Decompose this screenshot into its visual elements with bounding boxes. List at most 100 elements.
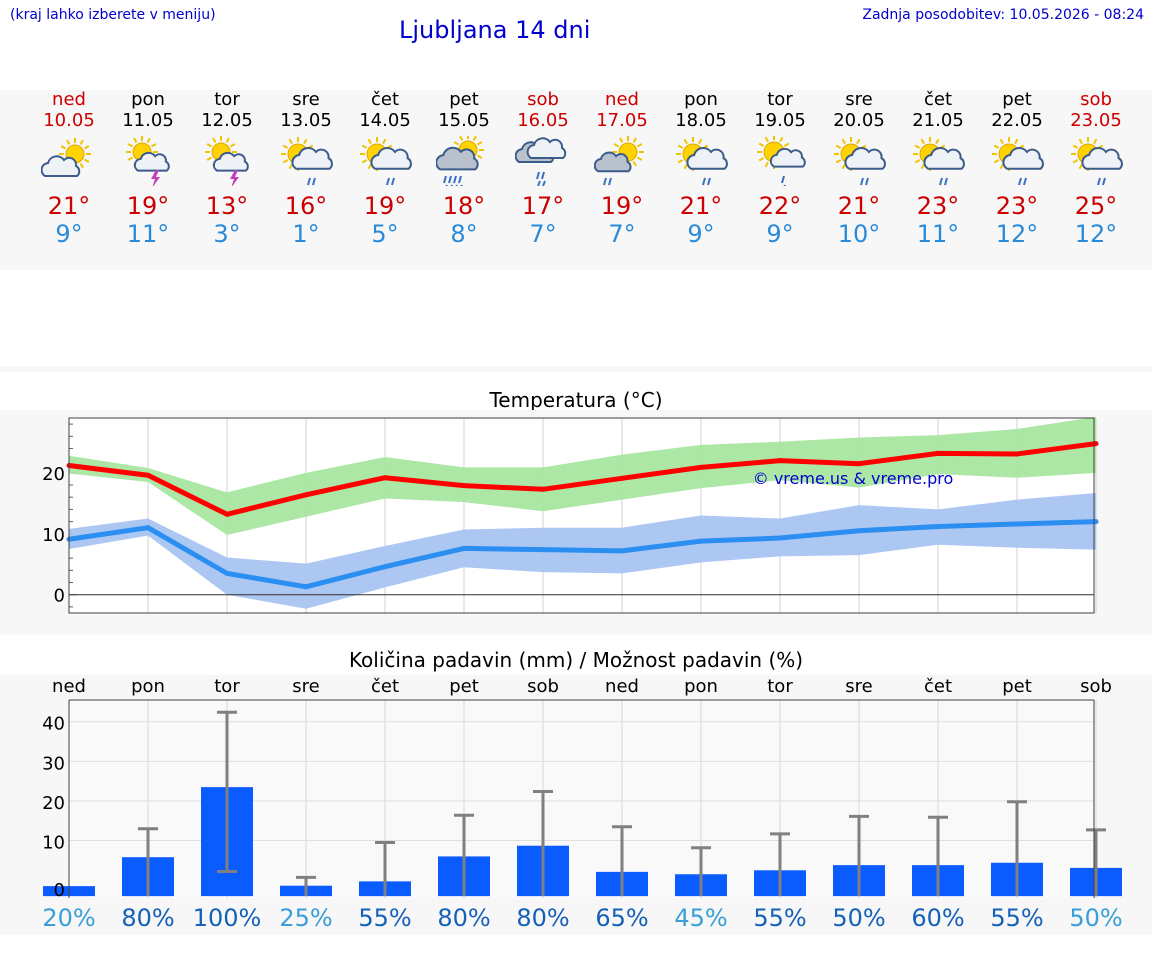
precipitation-probability: 80%: [437, 904, 491, 932]
series-0-point: [382, 475, 388, 481]
series-1-point: [698, 538, 704, 544]
sun-rain-icon: [757, 136, 806, 186]
day-column: ned 10.05 21° 9°: [29, 90, 109, 248]
day-date: 19.05: [754, 110, 806, 131]
day-label: pet: [449, 676, 479, 697]
precipitation-probability: 60%: [911, 904, 965, 932]
max-temperature: 18°: [442, 192, 486, 220]
series-0-point: [540, 486, 546, 492]
min-temperature: 7°: [529, 220, 557, 248]
sun-cloud-rain-icon: [992, 137, 1044, 186]
y-tick-label: 0: [54, 586, 65, 607]
series-1-point: [224, 570, 230, 576]
day-date: 20.05: [833, 110, 885, 131]
max-temperature: 13°: [205, 192, 249, 220]
day-column: čet 21.05 23° 11°: [898, 90, 978, 248]
day-date: 11.05: [122, 110, 174, 131]
day-name: sob: [1080, 89, 1112, 110]
series-1-point: [856, 528, 862, 534]
temperature-chart: 0 10 20 © vreme.us & vreme.pro: [42, 416, 1099, 614]
cloud-rain-icon: [515, 137, 567, 186]
sun-cloud-icon: [41, 138, 91, 177]
precipitation-chart-title: Količina padavin (mm) / Možnost padavin …: [348, 648, 804, 672]
day-label: pet: [1002, 676, 1032, 697]
precipitation-probability: 20%: [42, 904, 96, 932]
series-1-point: [382, 564, 388, 570]
series-1-line: [68, 519, 1097, 590]
day-label: tor: [767, 676, 793, 697]
day-date: 18.05: [675, 110, 727, 131]
min-temperature: 8°: [450, 220, 478, 248]
series-0-point: [1014, 451, 1020, 457]
series-0-point: [303, 492, 309, 498]
day-name: tor: [767, 89, 793, 110]
series-1-point: [461, 545, 467, 551]
min-temperature: 12°: [995, 220, 1039, 248]
y-tick-label: 10: [42, 833, 65, 854]
day-name: pon: [684, 89, 718, 110]
max-temperature: 23°: [995, 192, 1039, 220]
day-label: sob: [1080, 676, 1112, 697]
min-temperature: 5°: [371, 220, 399, 248]
max-temperature: 16°: [284, 192, 328, 220]
y-tick-label: 0: [54, 880, 65, 901]
series-1-point: [619, 548, 625, 554]
sun-cloud-rain-icon: [281, 137, 333, 186]
location-hint-link[interactable]: (kraj lahko izberete v meniju): [10, 7, 216, 23]
precipitation-chart: ned pon tor sre čet pet sob ned pon tor sre čet pet s…: [42, 676, 1122, 901]
day-label: sre: [292, 676, 319, 697]
series-1-point: [145, 525, 151, 531]
day-column: sre 20.05 21° 10°: [819, 90, 899, 248]
day-date: 13.05: [280, 110, 332, 131]
day-label: sob: [527, 676, 559, 697]
day-column: sob 16.05 17° 7°: [503, 90, 583, 248]
min-temperature: 12°: [1074, 220, 1118, 248]
separator: [0, 366, 1152, 372]
sun-storm-icon: [205, 136, 249, 186]
max-temperature: 21°: [47, 192, 91, 220]
sun-cloud-rain-icon: [1071, 137, 1123, 186]
day-label: sre: [845, 676, 872, 697]
min-temperature: 11°: [916, 220, 960, 248]
day-label: čet: [371, 676, 399, 697]
sun-storm-icon: [126, 136, 170, 186]
precipitation-probability: 50%: [832, 904, 886, 932]
series-1-point: [303, 584, 309, 590]
day-label: čet: [924, 676, 952, 697]
day-name: ned: [605, 89, 639, 110]
max-temperature: 25°: [1074, 192, 1118, 220]
min-temperature: 9°: [766, 220, 794, 248]
precipitation-probability: 45%: [674, 904, 728, 932]
sun-cloud-rain-icon: [676, 137, 728, 186]
series-0-band: [69, 416, 1096, 535]
series-0-point: [1093, 441, 1099, 447]
precipitation-probability: 25%: [279, 904, 333, 932]
series-1-point: [1014, 521, 1020, 527]
max-temperature: 19°: [600, 192, 644, 220]
day-date: 21.05: [912, 110, 964, 131]
watermark: © vreme.us & vreme.pro: [753, 469, 954, 488]
precipitation-probability: 65%: [595, 904, 649, 932]
precipitation-probability: 55%: [358, 904, 412, 932]
sun-cloud-rain-small-icon: [594, 136, 644, 186]
max-temperature: 22°: [758, 192, 802, 220]
y-tick-label: 10: [42, 525, 65, 546]
temperature-chart-title: Temperatura (°C): [489, 388, 663, 412]
page-title: Ljubljana 14 dni: [399, 16, 591, 44]
day-date: 12.05: [201, 110, 253, 131]
day-date: 22.05: [991, 110, 1043, 131]
series-1-point: [935, 523, 941, 529]
series-0-point: [145, 472, 151, 478]
min-temperature: 9°: [687, 220, 715, 248]
series-0-line: [68, 441, 1097, 517]
day-date: 14.05: [359, 110, 411, 131]
series-0-point: [461, 483, 467, 489]
day-name: pet: [1002, 89, 1032, 110]
precipitation-probability: 55%: [990, 904, 1044, 932]
day-name: tor: [214, 89, 240, 110]
min-temperature: 11°: [126, 220, 170, 248]
day-label: pon: [684, 676, 718, 697]
min-temperature: 10°: [837, 220, 881, 248]
day-column: ned 17.05 19° 7°: [582, 90, 662, 248]
last-updated-label: Zadnja posodobitev: 10.05.2026 - 08:24: [862, 7, 1144, 23]
